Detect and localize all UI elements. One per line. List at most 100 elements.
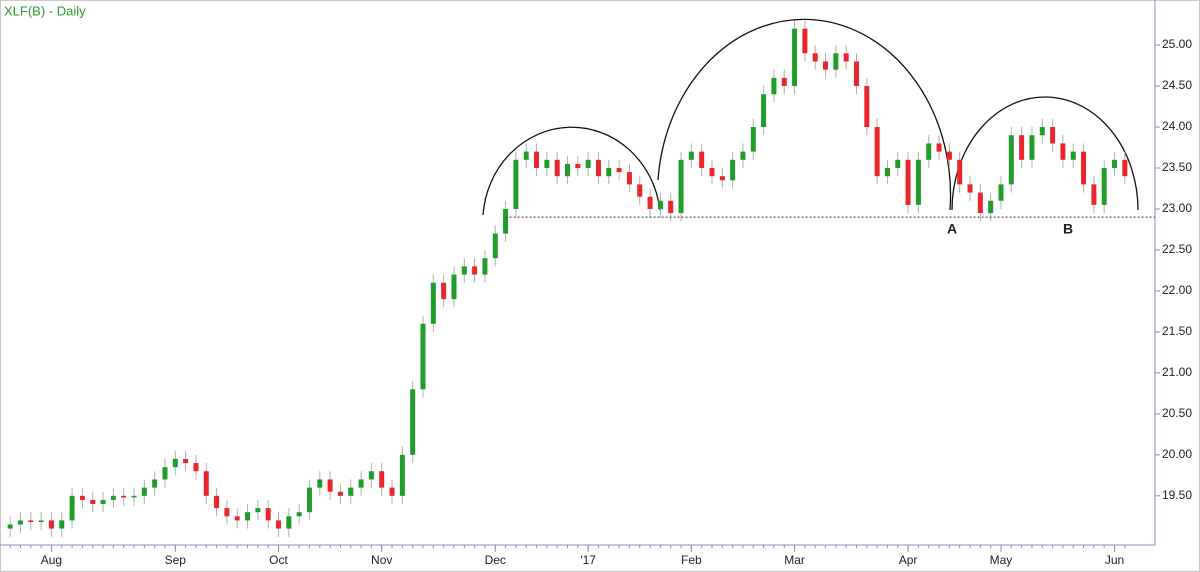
y-tick-label: 22.50	[1162, 242, 1192, 256]
candle-body	[28, 520, 34, 523]
candle-body	[534, 151, 540, 169]
candle-body	[895, 159, 901, 169]
candle-body	[430, 282, 436, 324]
candle-body	[853, 61, 859, 87]
candle-body	[7, 524, 13, 529]
candle-body	[998, 184, 1004, 201]
candle-body	[1050, 127, 1056, 144]
candle-body	[915, 159, 921, 205]
candle-body	[59, 520, 65, 529]
y-tick-label: 22.00	[1162, 283, 1192, 297]
y-tick-label: 20.50	[1162, 406, 1192, 420]
candle-body	[936, 143, 942, 152]
candle-body	[389, 487, 395, 496]
candle-body	[626, 172, 632, 185]
x-tick-label: Dec	[485, 553, 506, 567]
candle-body	[699, 151, 705, 169]
candle-body	[286, 516, 292, 529]
candle-body	[565, 163, 570, 177]
candle-body	[255, 508, 261, 513]
x-tick-label: Apr	[899, 553, 918, 567]
candle-body	[977, 192, 983, 214]
candle-body	[864, 86, 870, 128]
candle-body	[131, 495, 137, 498]
y-tick-label: 24.50	[1162, 78, 1192, 92]
candle-body	[48, 520, 54, 529]
candle-body	[1070, 151, 1076, 160]
candle-body	[647, 196, 653, 209]
x-tick-label: Sep	[165, 553, 187, 567]
candle-body	[554, 159, 560, 177]
candle-body	[616, 168, 622, 173]
candle-body	[781, 77, 787, 87]
candle-body	[379, 471, 385, 488]
candle-body	[761, 94, 767, 128]
candle-body	[719, 176, 725, 181]
candle-body	[245, 512, 251, 521]
candle-body	[513, 159, 519, 209]
candle-body	[348, 487, 354, 496]
candle-body	[750, 127, 756, 152]
candle-body	[17, 520, 23, 525]
y-tick-label: 25.00	[1162, 37, 1192, 51]
chart-title: XLF(B) - Daily	[4, 3, 86, 18]
candle-body	[688, 151, 694, 160]
candle-body	[812, 53, 818, 62]
candle-body	[544, 159, 550, 169]
candle-body	[410, 389, 416, 455]
candle-body	[203, 471, 209, 496]
candle-body	[100, 499, 106, 505]
x-tick-label: Nov	[371, 553, 392, 567]
candle-body	[957, 159, 963, 185]
candle-body	[337, 491, 343, 496]
candle-body	[358, 479, 364, 488]
candle-body	[792, 28, 798, 87]
candle-body	[214, 495, 220, 509]
candle-body	[306, 487, 312, 513]
candle-body	[874, 127, 880, 177]
candle-body	[905, 159, 911, 205]
candle-body	[451, 274, 457, 300]
x-tick-label: Feb	[681, 553, 702, 567]
candle-body	[90, 499, 96, 505]
y-tick-label: 23.50	[1162, 160, 1192, 174]
annotation: B	[1063, 221, 1073, 237]
candle-body	[368, 471, 374, 480]
candle-body	[317, 479, 323, 488]
x-tick-label: May	[990, 553, 1013, 567]
candle-body	[327, 479, 333, 492]
candle-body	[503, 208, 509, 234]
y-tick-label: 20.00	[1162, 447, 1192, 461]
candle-body	[678, 159, 684, 214]
candle-body	[193, 463, 199, 472]
annotation: A	[947, 221, 957, 237]
candle-body	[69, 495, 75, 521]
candle-body	[472, 266, 478, 275]
y-tick-label: 19.50	[1162, 488, 1192, 502]
y-tick-label: 21.50	[1162, 324, 1192, 338]
candle-body	[740, 151, 746, 160]
arc	[951, 96, 1139, 211]
candle-body	[1091, 184, 1097, 205]
candle-body	[482, 258, 488, 275]
candle-body	[657, 200, 663, 209]
candle-body	[709, 168, 715, 177]
x-tick-label: Jun	[1105, 553, 1124, 567]
candle-body	[1019, 135, 1025, 160]
candle-body	[1029, 135, 1035, 160]
candle-body	[38, 520, 44, 523]
arc	[657, 18, 952, 211]
candle-body	[276, 520, 282, 529]
candle-body	[575, 163, 581, 169]
candle-body	[1008, 135, 1014, 185]
candle-body	[1122, 159, 1128, 177]
candle-body	[946, 151, 952, 160]
candle-body	[265, 508, 271, 521]
candle-body	[296, 512, 302, 517]
candle-body	[523, 151, 529, 160]
candle-body	[441, 282, 447, 300]
arcs	[482, 18, 1139, 216]
candle-body	[1101, 168, 1107, 205]
candle-body	[843, 53, 849, 62]
